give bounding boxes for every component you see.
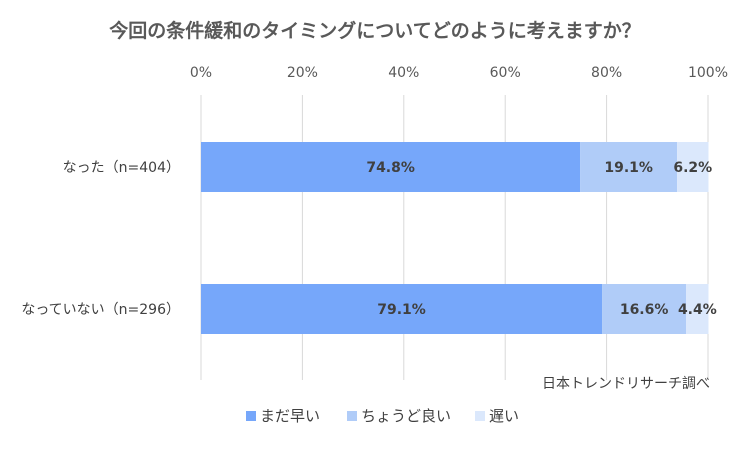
data-label: 4.4% (678, 302, 717, 318)
x-axis-ticks: 0% 20% 40% 60% 80% 100% (190, 65, 728, 81)
bar-segment (580, 142, 678, 192)
bar-segment (201, 142, 581, 192)
legend-swatch (246, 411, 256, 421)
gridlines (200, 95, 709, 380)
data-labels: 74.8% 19.1% 6.2% 79.1% 16.6% 4.4% (366, 160, 716, 318)
category-label: なっていない（n=296） (21, 302, 180, 318)
bar-segment (602, 284, 687, 334)
source-note: 日本トレンドリサーチ調べ (542, 376, 710, 392)
x-tick-label: 100% (688, 65, 728, 81)
legend-swatch (475, 411, 485, 421)
bar-segment (677, 142, 709, 192)
chart-title: 今回の条件緩和のタイミングについてどのように考えますか？ (108, 19, 640, 42)
legend-label: まだ早い (260, 407, 320, 425)
legend-swatch (347, 411, 357, 421)
x-tick-label: 60% (490, 65, 521, 81)
bar-segment (201, 284, 603, 334)
data-label: 16.6% (620, 302, 669, 318)
x-tick-label: 20% (287, 65, 318, 81)
category-labels: なった（n=404） なっていない（n=296） (21, 160, 180, 318)
x-tick-label: 0% (190, 65, 212, 81)
bars (201, 142, 709, 334)
legend-label: 遅い (489, 407, 519, 425)
legend: まだ早い ちょうど良い 遅い (246, 407, 519, 425)
data-label: 74.8% (366, 160, 415, 176)
x-tick-label: 40% (388, 65, 419, 81)
legend-label: ちょうど良い (361, 407, 451, 425)
bar-segment (686, 284, 709, 334)
data-label: 6.2% (673, 160, 712, 176)
x-tick-label: 80% (591, 65, 622, 81)
data-label: 79.1% (377, 302, 426, 318)
data-label: 19.1% (604, 160, 653, 176)
category-label: なった（n=404） (63, 160, 180, 176)
